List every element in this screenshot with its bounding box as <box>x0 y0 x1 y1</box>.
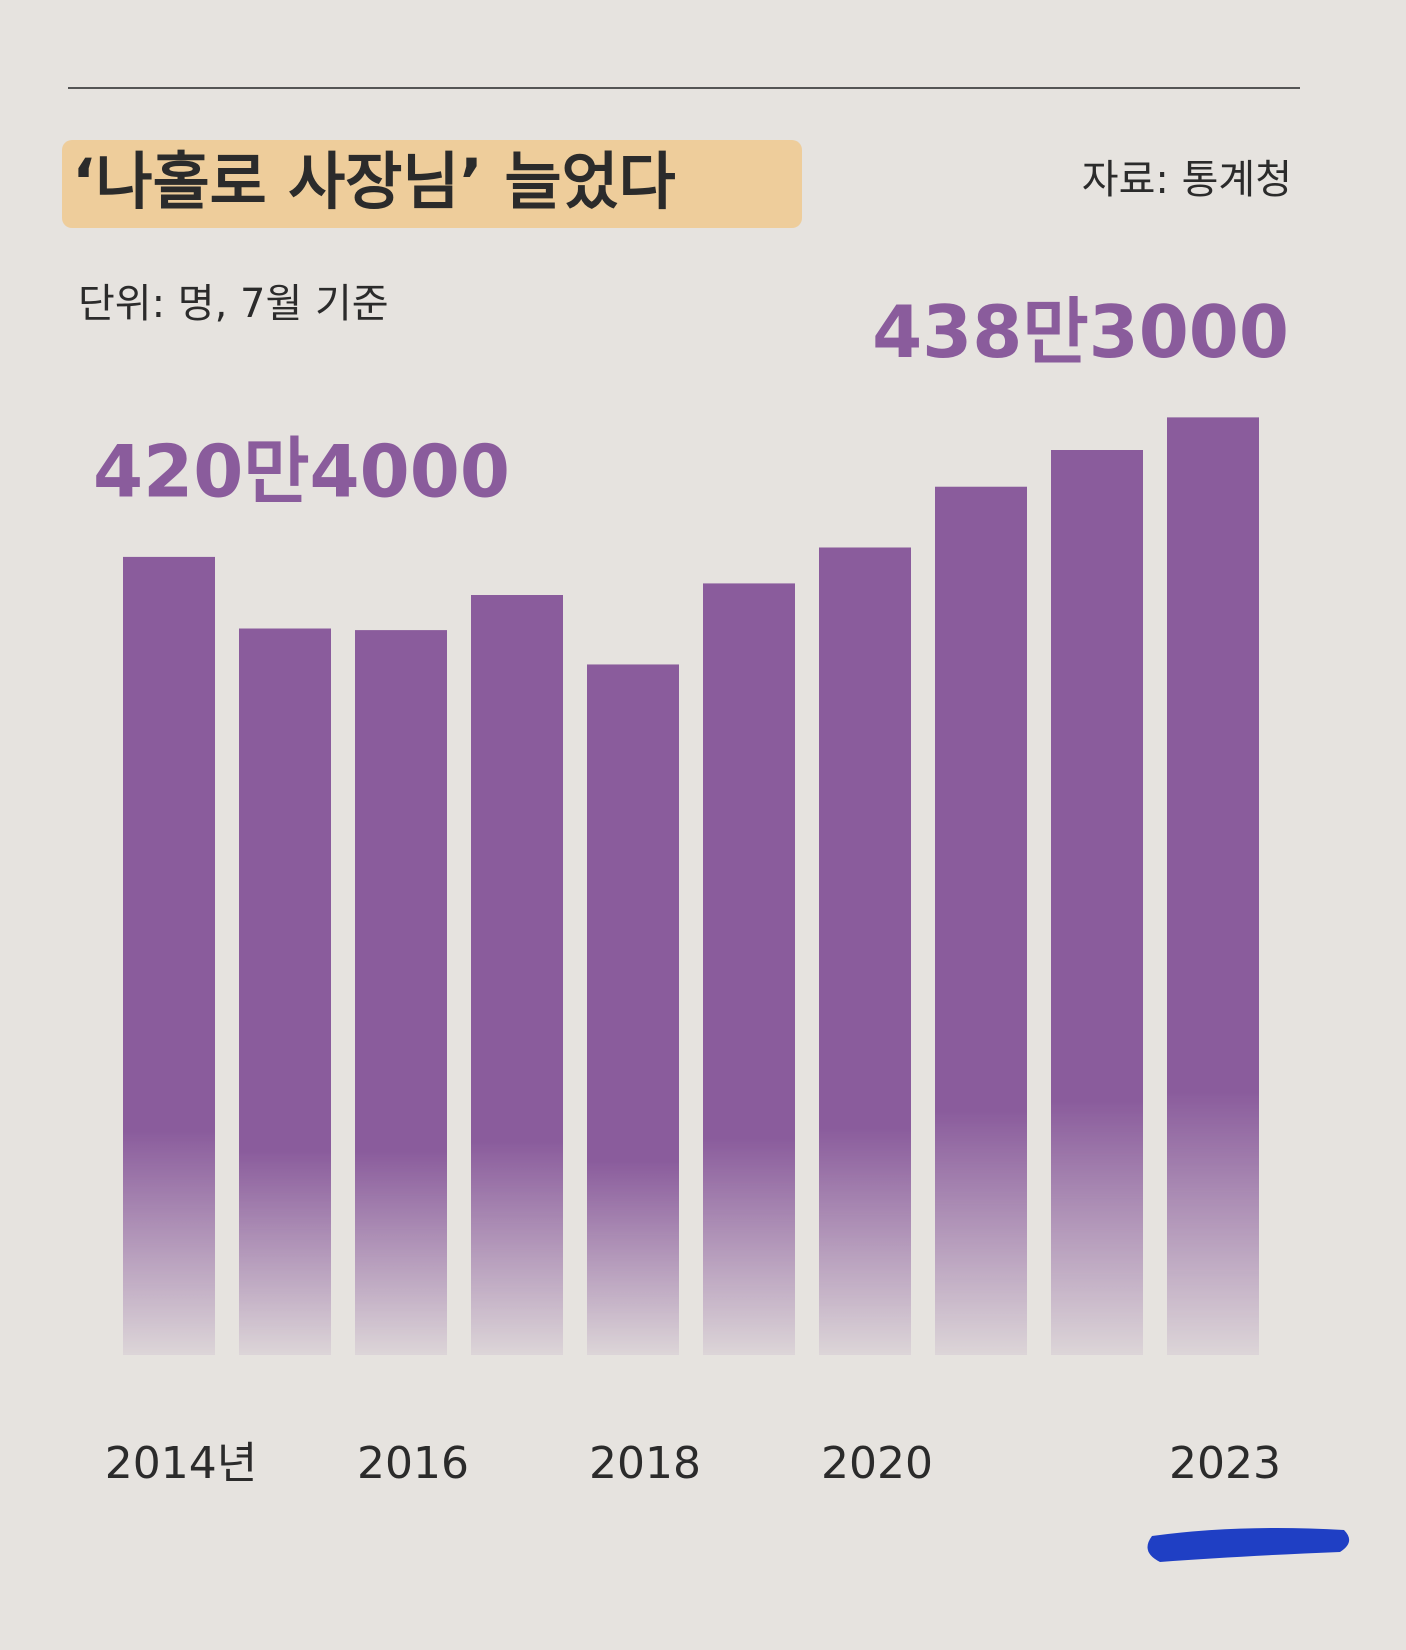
bar <box>935 486 1027 1355</box>
chart-title: ‘나홀로 사장님’ 늘었다 <box>72 145 676 218</box>
bar <box>355 630 447 1355</box>
bar <box>819 547 911 1355</box>
bar <box>471 594 563 1355</box>
value-label: 420만4000 <box>93 429 510 513</box>
pen-mark <box>1147 1528 1350 1562</box>
bar <box>1051 449 1143 1356</box>
x-tick-label: 2014년 <box>105 1438 257 1489</box>
bar <box>123 556 215 1355</box>
x-tick-label: 2018 <box>589 1438 701 1489</box>
chart-subtitle: 단위: 명, 7월 기준 <box>78 281 389 327</box>
bar <box>587 664 679 1355</box>
value-label: 438만3000 <box>872 290 1289 374</box>
x-tick-label: 2020 <box>821 1438 933 1489</box>
bar <box>239 628 331 1355</box>
x-tick-label: 2016 <box>357 1438 469 1489</box>
bar <box>703 583 795 1355</box>
bar <box>1167 417 1259 1355</box>
chart-source: 자료: 통계청 <box>1082 157 1292 203</box>
title-highlight <box>62 140 802 228</box>
x-tick-label: 2023 <box>1169 1438 1281 1489</box>
